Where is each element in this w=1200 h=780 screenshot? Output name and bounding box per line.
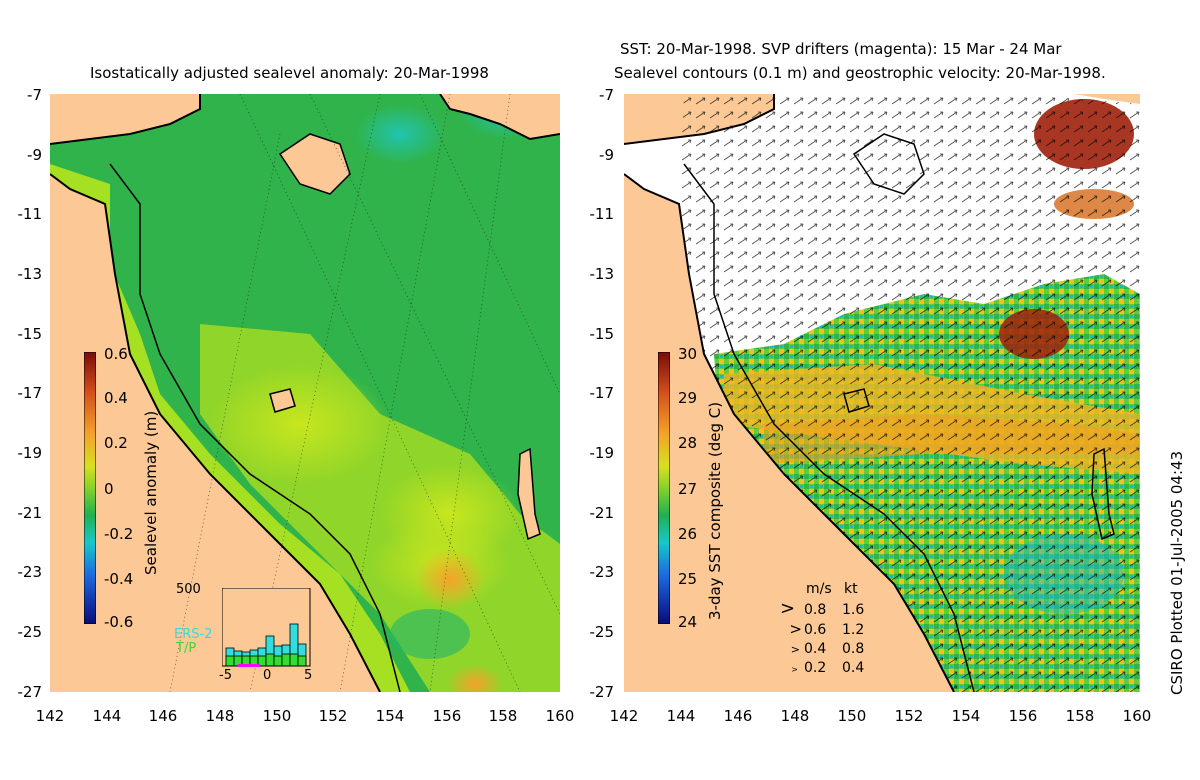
y-tick-label: -23 [17, 563, 43, 581]
y-tick-label: -25 [589, 623, 615, 641]
y-tick-label: -7 [599, 86, 614, 104]
histogram-ymax: 500 [176, 582, 201, 597]
colorbar-tick: 0.4 [104, 389, 128, 407]
x-tick-label: 154 [951, 707, 981, 725]
sealevel-anomaly-map [50, 94, 560, 692]
arrow-icon: > [791, 665, 798, 674]
x-tick-label: 156 [432, 707, 462, 725]
colorbar-tick: -0.2 [104, 525, 134, 543]
colorbar-tick: 27 [678, 480, 698, 498]
colorbar-label: 3-day SST composite (deg C) [706, 401, 724, 620]
legend-row: >0.4 0.8 [780, 640, 864, 659]
colorbar-label: Sealevel anomaly (m) [142, 410, 160, 575]
velocity-legend: m/s kt >0.8 1.6 >0.6 1.2 >0.4 0.8 >0.2 0.4 [780, 580, 864, 679]
histogram-xtick: 5 [304, 668, 313, 683]
x-tick-label: 148 [780, 707, 810, 725]
legend-row: >0.2 0.4 [780, 659, 864, 679]
colorbar-tick: 24 [678, 613, 698, 631]
x-tick-label: 160 [1122, 707, 1152, 725]
x-tick-label: 158 [488, 707, 518, 725]
y-tick-label: -15 [589, 325, 615, 343]
y-tick-label: -25 [17, 623, 43, 641]
altimetry-histogram [222, 588, 311, 667]
y-tick-label: -11 [17, 205, 43, 223]
right-panel-title-line2: Sealevel contours (0.1 m) and geostrophi… [614, 64, 1106, 82]
y-tick-label: -21 [17, 504, 43, 522]
colorbar-tick: 0.6 [104, 345, 128, 363]
x-tick-label: 158 [1065, 707, 1095, 725]
x-tick-label: 156 [1008, 707, 1038, 725]
x-tick-label: 150 [837, 707, 867, 725]
histogram-legend-tp: T/P [176, 641, 197, 656]
y-tick-label: -23 [589, 563, 615, 581]
colorbar-tick: 29 [678, 389, 698, 407]
y-tick-label: -11 [589, 205, 615, 223]
legend-header-ms: m/s [806, 581, 832, 597]
colorbar-tick: 26 [678, 525, 698, 543]
colorbar-tick: 0 [104, 480, 114, 498]
y-tick-label: -21 [589, 504, 615, 522]
y-tick-label: -27 [17, 683, 43, 701]
y-tick-label: -19 [589, 444, 615, 462]
x-tick-label: 148 [205, 707, 235, 725]
x-tick-label: 146 [148, 707, 178, 725]
y-tick-label: -9 [599, 146, 614, 164]
colorbar-tick: 28 [678, 434, 698, 452]
x-tick-label: 144 [92, 707, 122, 725]
x-tick-label: 152 [894, 707, 924, 725]
left-panel-title: Isostatically adjusted sealevel anomaly:… [90, 64, 489, 82]
colorbar-tick: 25 [678, 570, 698, 588]
arrow-icon: > [789, 620, 802, 638]
x-tick-label: 152 [318, 707, 348, 725]
y-tick-label: -13 [17, 265, 43, 283]
y-tick-label: -19 [17, 444, 43, 462]
x-tick-label: 160 [545, 707, 575, 725]
sealevel-colorbar [84, 352, 96, 624]
x-tick-label: 150 [262, 707, 292, 725]
y-tick-label: -13 [589, 265, 615, 283]
legend-row: >0.8 1.6 [780, 598, 865, 619]
y-tick-label: -7 [27, 86, 42, 104]
right-panel-title-line1: SST: 20-Mar-1998. SVP drifters (magenta)… [620, 40, 1062, 58]
histogram-xtick: 0 [263, 668, 272, 683]
arrow-icon: > [790, 643, 800, 656]
legend-row: >0.6 1.2 [780, 620, 864, 640]
x-tick-label: 144 [666, 707, 696, 725]
arrow-icon: > [780, 598, 796, 619]
y-tick-label: -9 [27, 146, 42, 164]
x-tick-label: 142 [35, 707, 65, 725]
legend-header-kt: kt [844, 581, 858, 597]
histogram-xtick: -5 [219, 668, 232, 683]
x-tick-label: 142 [609, 707, 639, 725]
colorbar-tick: -0.4 [104, 570, 134, 588]
y-tick-label: -17 [589, 384, 615, 402]
x-tick-label: 146 [723, 707, 753, 725]
x-tick-label: 154 [375, 707, 405, 725]
colorbar-tick: 0.2 [104, 434, 128, 452]
sst-colorbar [658, 352, 670, 624]
y-tick-label: -17 [17, 384, 43, 402]
histogram-legend-ers: ERS-2 [174, 627, 213, 642]
colorbar-tick: 30 [678, 345, 698, 363]
y-tick-label: -27 [589, 683, 615, 701]
plot-credit: CSIRO Plotted 01-Jul-2005 04:43 [1168, 450, 1186, 695]
colorbar-tick: -0.6 [104, 613, 134, 631]
sst-velocity-map [624, 94, 1140, 692]
y-tick-label: -15 [17, 325, 43, 343]
drifter-bar [238, 664, 260, 667]
